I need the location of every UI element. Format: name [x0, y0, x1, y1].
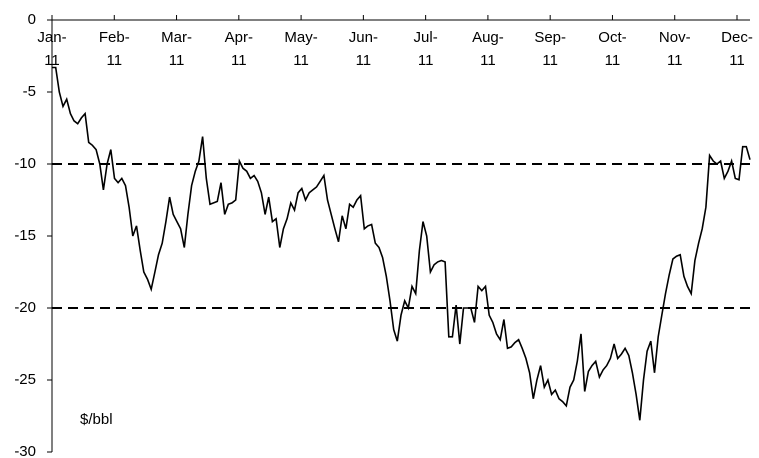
x-tick-label-line: Jul- — [414, 29, 438, 46]
data-line — [52, 66, 751, 421]
y-tick-label: 0 — [28, 11, 36, 28]
x-tick-label-line: Nov- — [659, 29, 691, 46]
x-tick-label: Sep- 11 — [534, 29, 566, 69]
y-tick-label: -10 — [14, 155, 36, 172]
x-tick-label: Mar- 11 — [161, 29, 192, 69]
x-tick-label-line: Apr- — [225, 29, 253, 46]
x-tick-label: Jan- 11 — [37, 29, 66, 69]
x-tick-label-line: Jun- — [349, 29, 378, 46]
y-tick-label: -5 — [23, 83, 36, 100]
x-tick-label: Apr- 11 — [225, 29, 253, 69]
x-tick-label-line: 11 — [356, 52, 372, 69]
unit-label: $/bbl — [80, 411, 113, 428]
x-tick-label-line: 11 — [729, 52, 745, 69]
x-tick-label: Nov- 11 — [659, 29, 691, 69]
x-tick-label-line: 11 — [667, 52, 683, 69]
x-tick-label-line: May- — [284, 29, 317, 46]
x-tick-label-line: 11 — [169, 52, 185, 69]
x-tick-label: Aug- 11 — [472, 29, 504, 69]
x-tick-label: Jul- 11 — [414, 29, 438, 69]
x-tick-label-line: Sep- — [534, 29, 566, 46]
x-tick-label-line: 11 — [542, 52, 558, 69]
x-tick-label-line: 11 — [44, 52, 60, 69]
x-tick-label-line: 11 — [480, 52, 496, 69]
x-tick-label: May- 11 — [284, 29, 317, 69]
y-tick-label: -20 — [14, 299, 36, 316]
x-tick-label-line: 11 — [605, 52, 621, 69]
x-tick-label: Feb- 11 — [99, 29, 130, 69]
x-tick-label-line: Aug- — [472, 29, 504, 46]
x-tick-label-line: Feb- — [99, 29, 130, 46]
x-tick-label-line: 11 — [231, 52, 247, 69]
x-tick-label: Jun- 11 — [349, 29, 378, 69]
x-tick-label: Oct- 11 — [598, 29, 626, 69]
x-tick-label-line: Oct- — [598, 29, 626, 46]
x-tick-label-line: Mar- — [161, 29, 192, 46]
y-tick-label: -15 — [14, 227, 36, 244]
x-tick-label-line: 11 — [418, 52, 434, 69]
y-tick-label: -30 — [14, 443, 36, 458]
x-tick-label: Dec- 11 — [721, 29, 753, 69]
x-tick-label-line: Dec- — [721, 29, 753, 46]
x-tick-label-line: 11 — [106, 52, 122, 69]
x-tick-label-line: Jan- — [37, 29, 66, 46]
y-tick-label: -25 — [14, 371, 36, 388]
x-tick-label-line: 11 — [293, 52, 309, 69]
